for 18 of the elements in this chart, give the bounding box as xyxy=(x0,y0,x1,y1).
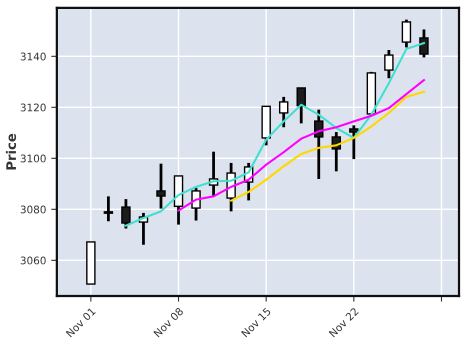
y-tick-label: 3120 xyxy=(20,104,46,112)
x-tick-label: Nov 01 xyxy=(66,307,96,338)
candlestick xyxy=(349,124,359,160)
candlestick xyxy=(156,162,166,210)
x-tick-label: Nov 22 xyxy=(328,307,359,338)
candlestick xyxy=(402,18,412,49)
y-axis-title: Price xyxy=(6,134,16,170)
x-tick-label: Nov 15 xyxy=(241,307,272,338)
candlestick xyxy=(419,28,429,59)
candlestick xyxy=(296,86,306,125)
line-series xyxy=(230,90,425,202)
y-tick-label: 3140 xyxy=(20,52,46,60)
x-tick-label: Nov 08 xyxy=(153,307,184,338)
y-tick-label: 3060 xyxy=(20,256,46,264)
candlestick xyxy=(121,198,131,230)
line-series xyxy=(177,79,425,212)
y-tick-label: 3080 xyxy=(20,206,46,214)
y-tick-label: 3100 xyxy=(20,154,46,162)
